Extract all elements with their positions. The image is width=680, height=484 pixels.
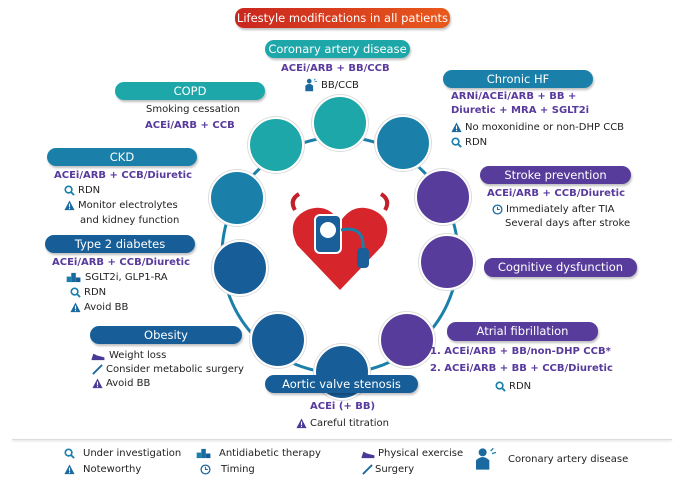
legend-investigation-text: Under investigation bbox=[83, 448, 182, 459]
warning-icon bbox=[296, 418, 307, 429]
cognitive-label: Cognitive dysfunction bbox=[484, 258, 637, 277]
legend-exercise-text: Physical exercise bbox=[378, 448, 464, 459]
legend-divider bbox=[12, 439, 672, 440]
exercise-shoe-icon bbox=[360, 448, 376, 459]
legend-antidiabetic: Antidiabetic therapy bbox=[195, 448, 321, 459]
ckd-warn-text: Monitor electrolytes bbox=[78, 200, 178, 211]
hf-drugs1: ARNi/ACEi/ARB + BB + bbox=[451, 91, 577, 102]
cad-person-icon bbox=[302, 78, 318, 92]
cad-label: Coronary artery disease bbox=[265, 40, 410, 58]
warning-icon bbox=[70, 302, 81, 313]
legend-noteworthy: Noteworthy bbox=[64, 464, 141, 475]
magnifier-icon bbox=[70, 287, 81, 298]
legend-cad-text: Coronary artery disease bbox=[508, 453, 629, 465]
t2d-anti: SGLT2i, GLP1-RA bbox=[66, 272, 168, 283]
obesity-warn: Avoid BB bbox=[92, 378, 150, 389]
t2d-drugs: ACEi/ARB + CCB/Diuretic bbox=[52, 257, 191, 268]
heart-vessels-icon bbox=[312, 95, 368, 151]
brain-stroke-icon bbox=[415, 169, 471, 225]
hf-warn: No moxonidine or non-DHP CCB bbox=[451, 122, 624, 133]
antidiabetic-icon bbox=[66, 272, 82, 283]
t2d-label: Type 2 diabetes bbox=[45, 235, 195, 253]
stroke-timing-text: Immediately after TIA bbox=[506, 204, 615, 215]
ckd-rdn: RDN bbox=[64, 185, 100, 196]
t2d-anti-text: SGLT2i, GLP1-RA bbox=[85, 272, 168, 283]
legend-timing-text: Timing bbox=[221, 464, 255, 475]
copd-drugs: ACEi/ARB + CCB bbox=[145, 120, 235, 131]
aortic-warn-text: Careful titration bbox=[310, 418, 389, 429]
kidneys-icon bbox=[209, 170, 265, 226]
clock-icon bbox=[492, 204, 503, 215]
hf-rdn: RDN bbox=[451, 137, 487, 148]
af-label: Atrial fibrillation bbox=[447, 322, 598, 341]
af-rdn-text: RDN bbox=[509, 381, 532, 392]
obese-person-icon bbox=[250, 312, 306, 368]
legend-investigation: Under investigation bbox=[64, 448, 181, 459]
t2d-rdn: RDN bbox=[70, 287, 106, 298]
brain-question-icon bbox=[419, 234, 475, 290]
sugar-cubes-icon bbox=[212, 240, 268, 296]
legend-noteworthy-text: Noteworthy bbox=[83, 464, 142, 475]
warning-icon bbox=[451, 122, 462, 133]
af-drugs1: 1. ACEi/ARB + BB/non-DHP CCB* bbox=[430, 346, 611, 357]
ckd-warn: Monitor electrolytes bbox=[64, 200, 178, 211]
exercise-shoe-icon bbox=[90, 350, 106, 361]
magnifier-icon bbox=[64, 185, 75, 196]
legend-cad: Coronary artery disease bbox=[472, 447, 628, 471]
legend-surgery-text: Surgery bbox=[375, 464, 415, 475]
legend-antidiabetic-text: Antidiabetic therapy bbox=[219, 448, 321, 459]
copd-smoking: Smoking cessation bbox=[146, 104, 240, 115]
obesity-warn-text: Avoid BB bbox=[106, 378, 151, 389]
obesity-label: Obesity bbox=[90, 326, 242, 344]
obesity-surgery: Consider metabolic surgery bbox=[92, 364, 244, 375]
t2d-warn-text: Avoid BB bbox=[84, 302, 129, 313]
failing-heart-icon bbox=[375, 115, 431, 171]
magnifier-icon bbox=[64, 448, 75, 459]
ckd-label: CKD bbox=[47, 148, 197, 166]
ckd-rdn-text: RDN bbox=[78, 185, 101, 196]
legend-exercise: Physical exercise bbox=[360, 448, 463, 459]
obesity-exercise-text: Weight loss bbox=[109, 350, 167, 361]
copd-label: COPD bbox=[115, 82, 265, 100]
af-rdn: RDN bbox=[495, 381, 531, 392]
warning-icon bbox=[64, 200, 75, 211]
stroke-timing: Immediately after TIA bbox=[492, 204, 615, 215]
stroke-timing-text2: Several days after stroke bbox=[505, 218, 631, 229]
warning-icon bbox=[64, 464, 75, 475]
lifestyle-banner: Lifestyle modifications in all patients bbox=[235, 8, 450, 28]
heart-blood-pressure-icon bbox=[290, 192, 390, 290]
lungs-icon bbox=[248, 117, 304, 173]
cad-note: BB/CCB bbox=[302, 78, 359, 92]
t2d-warn: Avoid BB bbox=[70, 302, 128, 313]
magnifier-icon bbox=[495, 381, 506, 392]
scalpel-icon bbox=[362, 464, 373, 475]
cad-drugs: ACEi/ARB + BB/CCB bbox=[281, 63, 390, 74]
scalpel-icon bbox=[92, 364, 103, 375]
af-drugs2: 2. ACEi/ARB + BB + CCB/Diuretic bbox=[430, 363, 613, 374]
ckd-warn-text2: and kidney function bbox=[80, 215, 180, 226]
hf-warn-text: No moxonidine or non-DHP CCB bbox=[465, 122, 625, 133]
t2d-rdn-text: RDN bbox=[84, 287, 107, 298]
legend-timing: Timing bbox=[200, 464, 255, 475]
obesity-surgery-text: Consider metabolic surgery bbox=[106, 364, 244, 375]
antidiabetic-icon bbox=[195, 448, 213, 459]
ckd-drugs: ACEi/ARB + CCB/Diuretic bbox=[54, 170, 193, 181]
cad-person-icon bbox=[472, 447, 496, 471]
stroke-drugs: ACEi/ARB + CCB/Diuretic bbox=[487, 188, 626, 199]
warning-icon bbox=[92, 378, 103, 389]
hf-drugs2: Diuretic + MRA + SGLT2i bbox=[451, 105, 590, 116]
aortic-warn: Careful titration bbox=[296, 418, 389, 429]
magnifier-icon bbox=[451, 137, 462, 148]
clock-icon bbox=[200, 464, 211, 475]
legend-surgery: Surgery bbox=[362, 464, 414, 475]
aortic-label: Aortic valve stenosis bbox=[265, 375, 418, 393]
cad-note-text: BB/CCB bbox=[321, 79, 359, 91]
hf-rdn-text: RDN bbox=[465, 137, 488, 148]
stroke-label: Stroke prevention bbox=[480, 166, 631, 184]
heart-ecg-icon bbox=[379, 312, 435, 368]
hf-label: Chronic HF bbox=[443, 70, 593, 88]
obesity-exercise: Weight loss bbox=[90, 350, 166, 361]
aortic-drugs: ACEi (+ BB) bbox=[310, 401, 376, 412]
